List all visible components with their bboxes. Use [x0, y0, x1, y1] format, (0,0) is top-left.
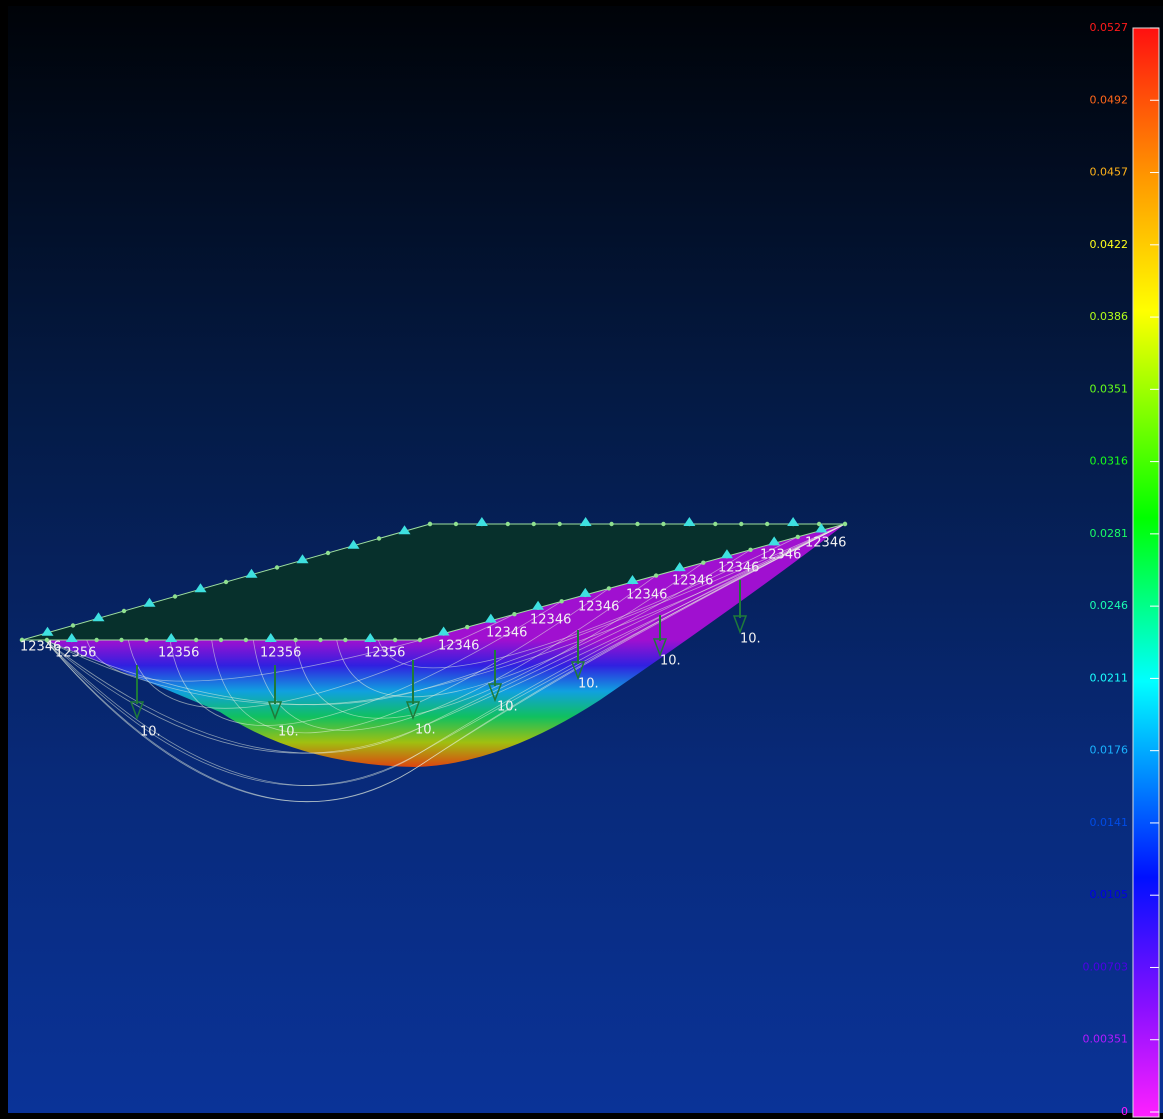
- legend-label: 0.0281: [1090, 527, 1129, 540]
- legend-label: 0.0386: [1090, 310, 1129, 323]
- node: [219, 638, 223, 642]
- node: [557, 522, 561, 526]
- node: [275, 565, 279, 569]
- node: [635, 522, 639, 526]
- node: [661, 522, 665, 526]
- legend-label: 0.0527: [1090, 21, 1129, 34]
- node: [71, 623, 75, 627]
- node: [326, 551, 330, 555]
- node: [512, 612, 516, 616]
- color-bar: [1133, 28, 1159, 1117]
- node: [796, 535, 800, 539]
- support-label: 12346: [578, 600, 619, 615]
- load-label: 10.: [415, 723, 436, 738]
- node: [506, 522, 510, 526]
- node: [713, 522, 717, 526]
- node: [654, 573, 658, 577]
- node: [173, 594, 177, 598]
- legend-label: 0.0105: [1090, 888, 1129, 901]
- legend-label: 0.0316: [1090, 455, 1129, 468]
- node: [244, 638, 248, 642]
- support-label: 12356: [364, 646, 405, 661]
- node: [224, 580, 228, 584]
- node: [343, 638, 347, 642]
- support-label: 12346: [760, 548, 801, 563]
- load-label: 10.: [740, 632, 761, 647]
- legend-label: 0.0246: [1090, 599, 1129, 612]
- legend-label: 0.00703: [1083, 960, 1129, 973]
- node: [843, 522, 847, 526]
- node: [465, 625, 469, 629]
- legend-label: 0.0492: [1090, 93, 1129, 106]
- node: [377, 536, 381, 540]
- node: [739, 522, 743, 526]
- support-label: 12346: [486, 626, 527, 641]
- legend-label: 0.0176: [1090, 744, 1129, 757]
- node: [701, 560, 705, 564]
- support-label: 12346: [718, 561, 759, 576]
- support-label: 12346: [805, 536, 846, 551]
- legend-label: 0.0351: [1090, 382, 1129, 395]
- load-label: 10.: [278, 725, 299, 740]
- legend-label: 0.0457: [1090, 166, 1129, 179]
- legend-label: 0: [1121, 1105, 1128, 1118]
- node: [428, 522, 432, 526]
- node: [393, 638, 397, 642]
- node: [194, 638, 198, 642]
- legend-label: 0.00351: [1083, 1033, 1129, 1046]
- node: [559, 599, 563, 603]
- node: [607, 586, 611, 590]
- node: [293, 638, 297, 642]
- support-label: 12346: [530, 613, 571, 628]
- legend-label: 0.0211: [1090, 671, 1129, 684]
- load-label: 10.: [140, 725, 161, 740]
- legend-label: 0.0141: [1090, 816, 1129, 829]
- node: [532, 522, 536, 526]
- node: [119, 638, 123, 642]
- node: [94, 638, 98, 642]
- legend-label: 0.0422: [1090, 238, 1129, 251]
- node: [748, 548, 752, 552]
- node: [454, 522, 458, 526]
- node: [765, 522, 769, 526]
- support-label: 12346: [672, 574, 713, 589]
- node: [418, 638, 422, 642]
- node: [609, 522, 613, 526]
- load-label: 10.: [497, 700, 518, 715]
- node: [122, 609, 126, 613]
- support-label: 12346: [626, 588, 667, 603]
- support-label: 12356: [55, 646, 96, 661]
- load-label: 10.: [578, 677, 599, 692]
- viewport: 1234612356123561235612356123461234612346…: [0, 0, 1163, 1119]
- node: [318, 638, 322, 642]
- support-label: 12346: [438, 639, 479, 654]
- support-label: 12356: [260, 646, 301, 661]
- page: {"legend": {"labels": ["0.0527", "0.0492…: [0, 0, 1163, 1119]
- node: [144, 638, 148, 642]
- support-label: 12356: [158, 646, 199, 661]
- load-label: 10.: [660, 654, 681, 669]
